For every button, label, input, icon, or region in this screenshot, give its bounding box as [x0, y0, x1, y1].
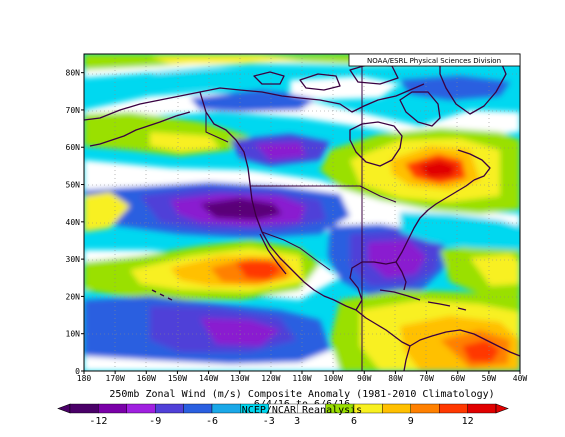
- lat-tick-label: 50N: [66, 181, 81, 190]
- colorbar-max-arrow: [495, 403, 509, 414]
- colorbar-tick-label: -9: [149, 416, 161, 427]
- coastlines: [84, 55, 520, 371]
- lat-tick-label: 70N: [66, 106, 81, 115]
- political-boundaries: [205, 112, 397, 271]
- lon-tick-label: 90W: [357, 374, 372, 383]
- latitude-axis: 0 10N 20N 30N 40N 50N 60N 70N 80N: [66, 69, 84, 376]
- anomaly-field: [84, 54, 520, 371]
- lat-tick-label: 40N: [66, 218, 81, 227]
- lon-tick-label: 160W: [137, 374, 156, 383]
- credit-text: NOAA/ESRL Physical Sciences Division: [367, 57, 501, 65]
- lat-tick-label: 10N: [66, 330, 81, 339]
- colorbar-swatch: [98, 403, 128, 414]
- lat-tick-label: 30N: [66, 255, 81, 264]
- lat-tick-label: 80N: [66, 69, 81, 78]
- colorbar-swatch: [69, 403, 99, 414]
- lon-tick-label: 120W: [261, 374, 280, 383]
- graticule: [84, 54, 520, 371]
- lat-tick-label: 60N: [66, 143, 81, 152]
- caption-line-1: 250mb Zonal Wind (m/s) Composite Anomaly…: [109, 389, 494, 400]
- lat-tick-label: 20N: [66, 292, 81, 301]
- colorbar-swatch: [382, 403, 411, 414]
- colorbar-min-arrow: [57, 403, 71, 414]
- lon-tick-label: 60W: [450, 374, 465, 383]
- lon-tick-label: 50W: [482, 374, 497, 383]
- longitude-axis: 180 170W 160W 150W 140W 130W 120W 110W 100W 90W 80…: [77, 371, 528, 383]
- lon-tick-label: 80W: [388, 374, 403, 383]
- lon-tick-label: 180: [77, 374, 92, 383]
- colorbar-swatch: [439, 403, 468, 414]
- credit-box: [348, 53, 521, 67]
- colorbar: -12 -9 -6 -3 3 6 9 12: [57, 403, 509, 427]
- colorbar-tick-label: -3: [263, 416, 275, 427]
- colorbar-swatch: [410, 403, 440, 414]
- lon-tick-label: 150W: [168, 374, 187, 383]
- colorbar-tick-label: 9: [408, 416, 414, 427]
- lon-tick-label: 140W: [199, 374, 218, 383]
- colorbar-tick-label: -12: [89, 416, 107, 427]
- colorbar-swatch: [154, 403, 184, 414]
- lon-tick-label: 100W: [324, 374, 343, 383]
- lon-tick-label: 40W: [513, 374, 528, 383]
- colorbar-tick-label: 3: [294, 416, 300, 427]
- lon-tick-label: 130W: [230, 374, 249, 383]
- colorbar-swatch: [126, 403, 156, 414]
- colorbar-tick-label: -6: [206, 416, 218, 427]
- colorbar-swatch: [211, 403, 241, 414]
- lon-tick-label: 170W: [106, 374, 125, 383]
- colorbar-swatch: [183, 403, 213, 414]
- lat-tick-label: 0: [75, 367, 80, 376]
- lon-tick-label: 70W: [419, 374, 434, 383]
- colorbar-tick-label: 12: [462, 416, 474, 427]
- colorbar-swatch: [467, 403, 497, 414]
- lon-tick-label: 110W: [292, 374, 311, 383]
- colorbar-tick-label: 6: [351, 416, 357, 427]
- caption-line-3: NCEP/NCAR Reanalysis: [242, 405, 362, 416]
